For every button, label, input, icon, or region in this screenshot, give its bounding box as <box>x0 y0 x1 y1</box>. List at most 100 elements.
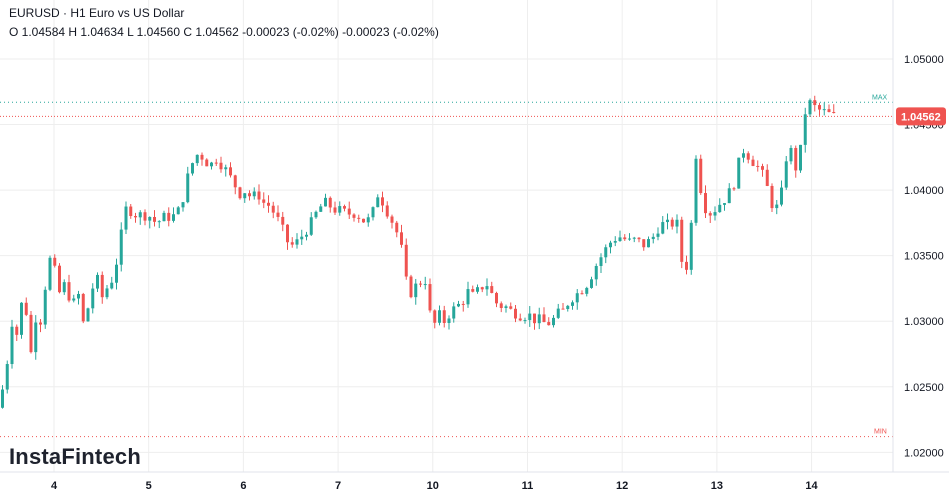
candle <box>34 315 38 360</box>
candle <box>708 211 712 224</box>
candle <box>115 258 118 290</box>
candle <box>162 210 166 222</box>
candle <box>542 307 546 323</box>
min-label: MIN <box>874 429 887 436</box>
candle <box>490 281 494 294</box>
candle <box>414 278 418 305</box>
candle <box>229 162 232 178</box>
candle <box>818 102 821 116</box>
candle <box>713 206 717 221</box>
candle <box>632 236 636 243</box>
candle <box>39 318 42 333</box>
y-tick-label: 1.03000 <box>904 316 944 328</box>
candle <box>328 196 332 213</box>
candle <box>257 184 261 205</box>
candle <box>476 284 479 294</box>
candle <box>613 236 617 247</box>
candle <box>404 238 408 280</box>
candle <box>91 283 95 314</box>
candle <box>110 276 114 290</box>
candle <box>271 201 275 219</box>
candle <box>528 306 532 327</box>
candle <box>761 163 764 177</box>
max-label: MAX <box>872 94 888 101</box>
candle <box>699 154 703 195</box>
candle <box>765 164 769 187</box>
candle <box>628 233 631 241</box>
candle <box>281 211 285 232</box>
candle <box>480 286 484 293</box>
candle <box>338 201 342 216</box>
candle <box>157 220 161 229</box>
candle <box>561 303 565 310</box>
candle <box>423 276 427 290</box>
time-axis[interactable]: 4 5 6 7 10 11 12 13 14 <box>51 480 819 492</box>
candle <box>53 254 57 268</box>
candle <box>343 204 346 212</box>
last-price-badge <box>896 107 946 126</box>
candle <box>571 300 574 310</box>
candle <box>186 166 190 204</box>
x-tick-label: 4 <box>51 480 58 492</box>
candle <box>784 156 788 190</box>
candle <box>29 311 33 354</box>
candle <box>200 152 204 166</box>
candle <box>556 303 560 320</box>
candle <box>134 212 137 223</box>
candle <box>794 145 798 178</box>
candle <box>552 314 555 328</box>
candle <box>580 290 584 295</box>
candle <box>756 160 760 172</box>
symbol-title: EURUSD · H1 Euro vs US Dollar <box>9 6 185 20</box>
candle <box>5 360 9 394</box>
candle <box>153 210 156 227</box>
candle <box>827 104 831 113</box>
candle <box>452 302 456 323</box>
ohlc-readout: O 1.04584 H 1.04634 L 1.04560 C 1.04562 … <box>9 25 439 39</box>
candle <box>666 213 669 230</box>
candle <box>499 301 503 313</box>
candle <box>72 294 76 303</box>
y-tick-label: 1.04000 <box>904 185 944 197</box>
candle <box>96 272 99 293</box>
candle <box>575 289 579 310</box>
candle <box>167 207 171 227</box>
candle <box>148 216 152 229</box>
candle <box>176 206 180 215</box>
y-tick-label: 1.03500 <box>904 251 944 263</box>
chart-grid <box>0 0 893 472</box>
x-tick-label: 12 <box>616 480 628 492</box>
candle <box>77 290 80 305</box>
candle <box>537 307 541 330</box>
candle <box>675 214 679 234</box>
candle <box>347 201 351 219</box>
candle <box>409 274 413 299</box>
candle <box>732 186 736 191</box>
candle <box>504 304 508 313</box>
candle <box>737 157 741 189</box>
candle <box>243 192 247 203</box>
candle <box>723 203 726 211</box>
candle <box>43 286 47 329</box>
candle <box>485 278 489 296</box>
candle <box>119 222 123 272</box>
candle <box>210 161 213 170</box>
candle <box>1 385 4 409</box>
candle <box>680 216 684 269</box>
candle <box>694 155 698 226</box>
x-tick-label: 11 <box>522 480 534 492</box>
candle <box>623 234 627 241</box>
candle <box>295 233 299 249</box>
brand-logo: InstaFintech <box>9 444 141 469</box>
candle <box>400 224 403 248</box>
candle <box>286 224 289 250</box>
x-tick-label: 6 <box>240 480 246 492</box>
candle <box>267 195 270 213</box>
candle <box>357 214 361 223</box>
candle <box>10 319 14 369</box>
candle <box>637 237 641 243</box>
candle <box>647 236 650 248</box>
candle <box>832 104 836 114</box>
price-axis[interactable]: 1.050001.045001.040001.035001.030001.025… <box>904 54 944 459</box>
